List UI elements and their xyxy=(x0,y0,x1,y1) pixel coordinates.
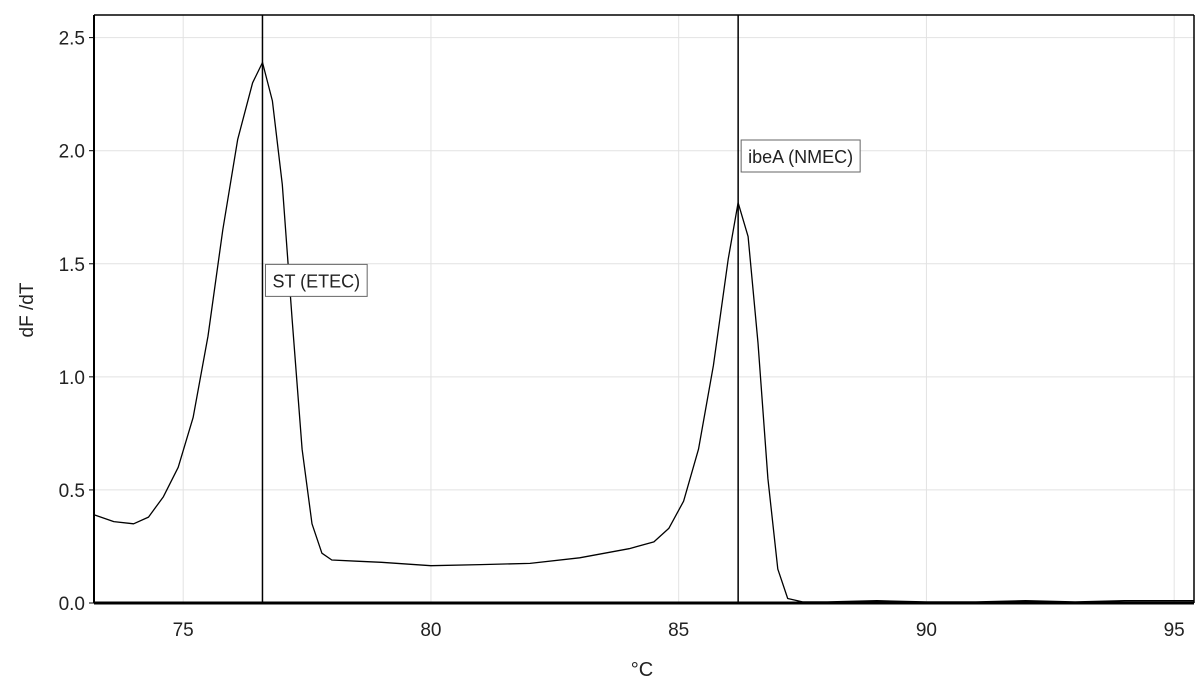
x-tick-label: 90 xyxy=(916,620,937,641)
y-tick-label: 2.0 xyxy=(59,142,85,163)
plot-background xyxy=(94,15,1194,603)
marker-labels: ST (ETEC) ibeA (NMEC) xyxy=(264,139,861,297)
peak-label-box xyxy=(264,263,368,297)
axes: 75 80 85 90 95 0.0 0.5 1.0 1.5 2.0 2.5 xyxy=(59,14,1195,641)
y-axis-label: dF /dT xyxy=(17,282,38,337)
x-tick-label: 80 xyxy=(420,620,441,641)
x-tick-label: 95 xyxy=(1164,620,1185,641)
y-tick-label: 1.5 xyxy=(59,255,85,276)
x-tick-label: 75 xyxy=(173,620,194,641)
y-tick-label: 0.0 xyxy=(59,594,85,615)
x-axis-label: °C xyxy=(631,659,653,681)
x-tick-label: 85 xyxy=(668,620,689,641)
grid-lines xyxy=(94,15,1194,603)
y-tick-label: 0.5 xyxy=(59,481,85,502)
peak-label: ibeA (NMEC) xyxy=(748,147,853,167)
y-tick-label: 1.0 xyxy=(59,368,85,389)
y-tick-label: 2.5 xyxy=(59,29,85,50)
marker-lines xyxy=(261,15,739,603)
peak-label-box xyxy=(740,139,861,173)
peak-label: ST (ETEC) xyxy=(272,271,360,291)
